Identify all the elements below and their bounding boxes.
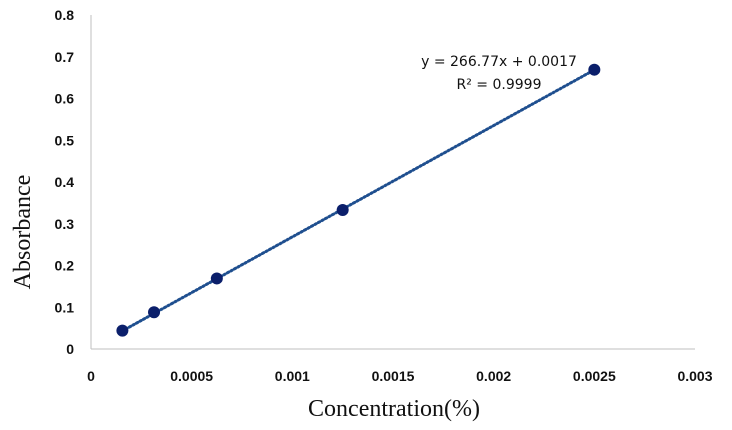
x-tick-label: 0 <box>87 368 95 384</box>
x-tick-label: 0.0025 <box>573 368 616 384</box>
y-tick-label: 0.3 <box>55 216 75 232</box>
y-tick-label: 0.2 <box>55 258 75 274</box>
y-tick-label: 0.7 <box>55 49 75 65</box>
data-point <box>210 272 223 285</box>
data-point <box>336 203 349 216</box>
data-point <box>148 306 161 319</box>
data-point <box>116 324 129 337</box>
x-tick-label: 0.003 <box>677 368 712 384</box>
y-axis-ticks: 0 0.1 0.2 0.3 0.4 0.5 0.6 0.7 0.8 <box>55 7 75 357</box>
x-axis-title: Concentration(%) <box>308 396 480 422</box>
y-axis-title: Absorbance <box>10 175 36 290</box>
y-tick-label: 0.5 <box>55 132 75 148</box>
x-tick-label: 0.002 <box>476 368 511 384</box>
trendline-equation: y = 266.77x + 0.0017 <box>421 54 577 70</box>
y-tick-label: 0 <box>66 341 74 357</box>
x-axis-ticks: 0 0.0005 0.001 0.0015 0.002 0.0025 0.003 <box>87 368 713 384</box>
x-tick-label: 0.0005 <box>170 368 213 384</box>
data-points <box>116 63 601 337</box>
y-tick-label: 0.8 <box>55 7 75 23</box>
x-tick-label: 0.0015 <box>372 368 415 384</box>
trendline-r-squared: R² = 0.9999 <box>457 77 542 93</box>
y-tick-label: 0.1 <box>55 299 75 315</box>
data-point <box>588 63 601 76</box>
y-tick-label: 0.4 <box>55 174 75 190</box>
y-tick-label: 0.6 <box>55 91 75 107</box>
trendline <box>120 68 596 333</box>
x-tick-label: 0.001 <box>275 368 310 384</box>
